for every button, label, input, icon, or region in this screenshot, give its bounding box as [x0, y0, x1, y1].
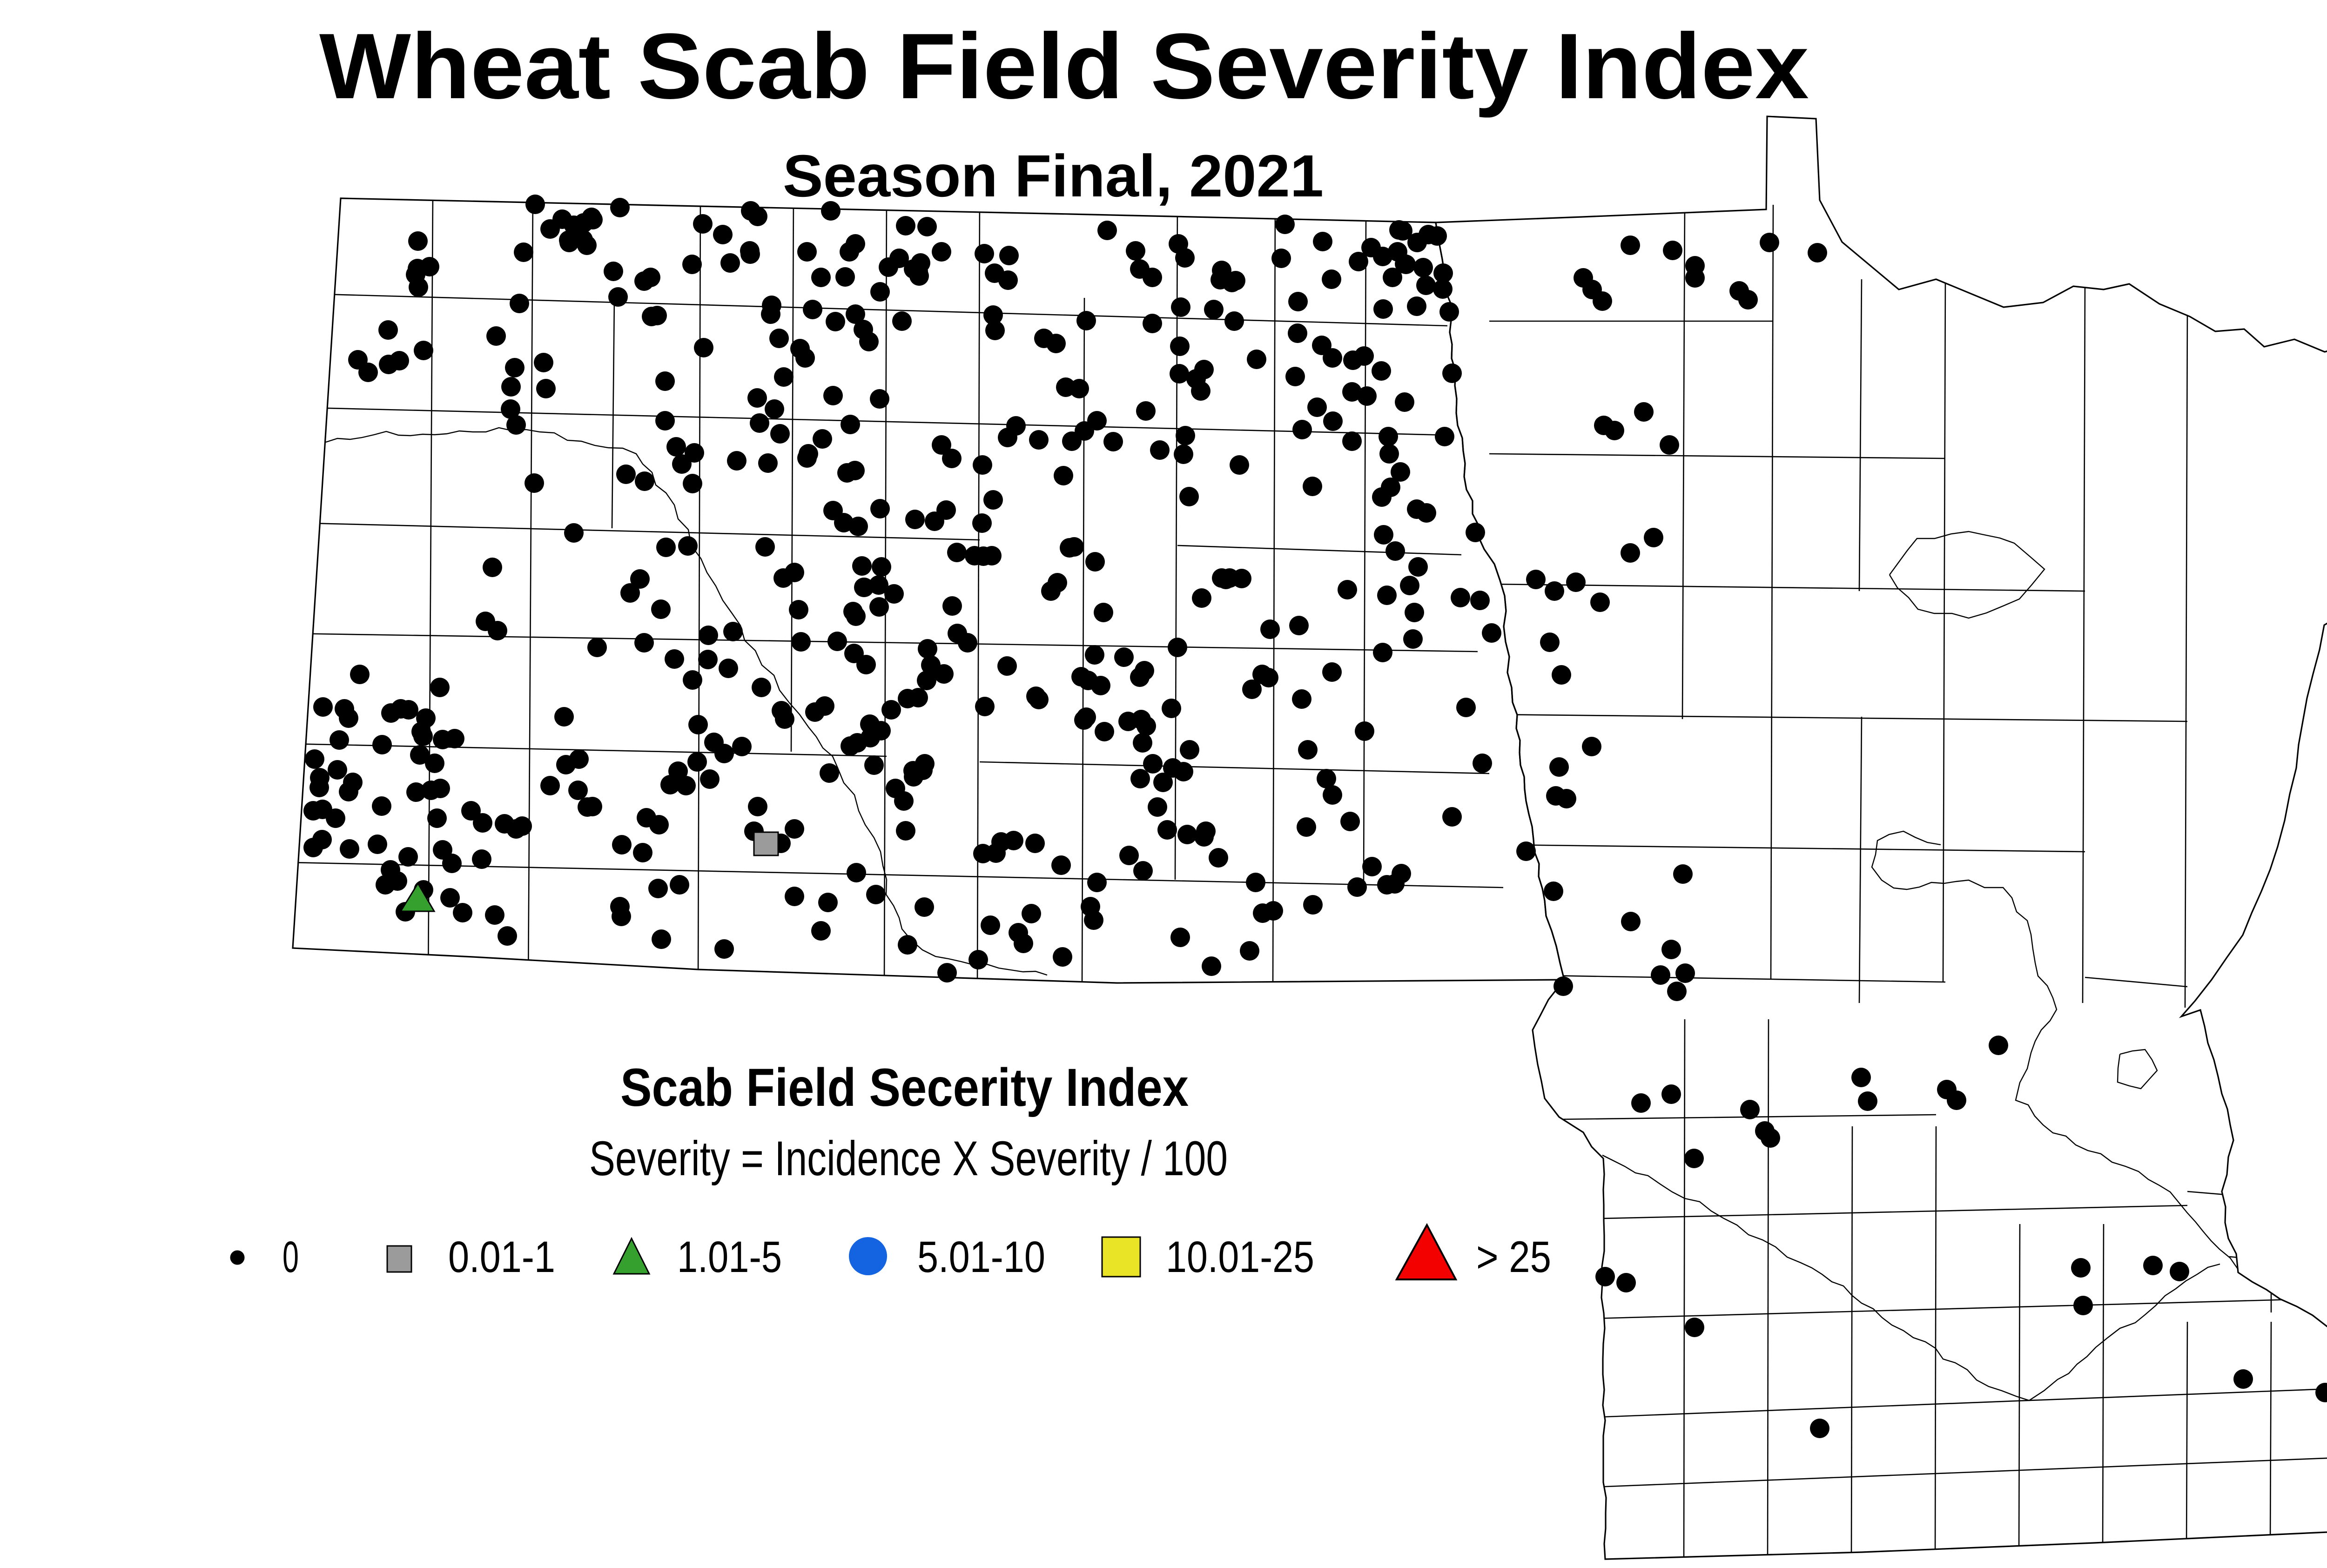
svg-text:Season Final, 2021: Season Final, 2021: [783, 143, 1324, 209]
svg-text:Wheat Scab Field Severity Inde: Wheat Scab Field Severity Index: [319, 14, 1809, 118]
svg-text:5.01-10: 5.01-10: [917, 1232, 1045, 1282]
svg-text:0: 0: [282, 1232, 299, 1282]
svg-text:Severity = Incidence X Severit: Severity = Incidence X Severity / 100: [589, 1131, 1228, 1186]
svg-text:0.01-1: 0.01-1: [448, 1232, 555, 1282]
svg-text:Scab Field Secerity Index: Scab Field Secerity Index: [620, 1058, 1189, 1117]
svg-text:10.01-25: 10.01-25: [1166, 1232, 1314, 1282]
svg-text:> 25: > 25: [1476, 1232, 1551, 1282]
svg-text:1.01-5: 1.01-5: [677, 1232, 782, 1282]
